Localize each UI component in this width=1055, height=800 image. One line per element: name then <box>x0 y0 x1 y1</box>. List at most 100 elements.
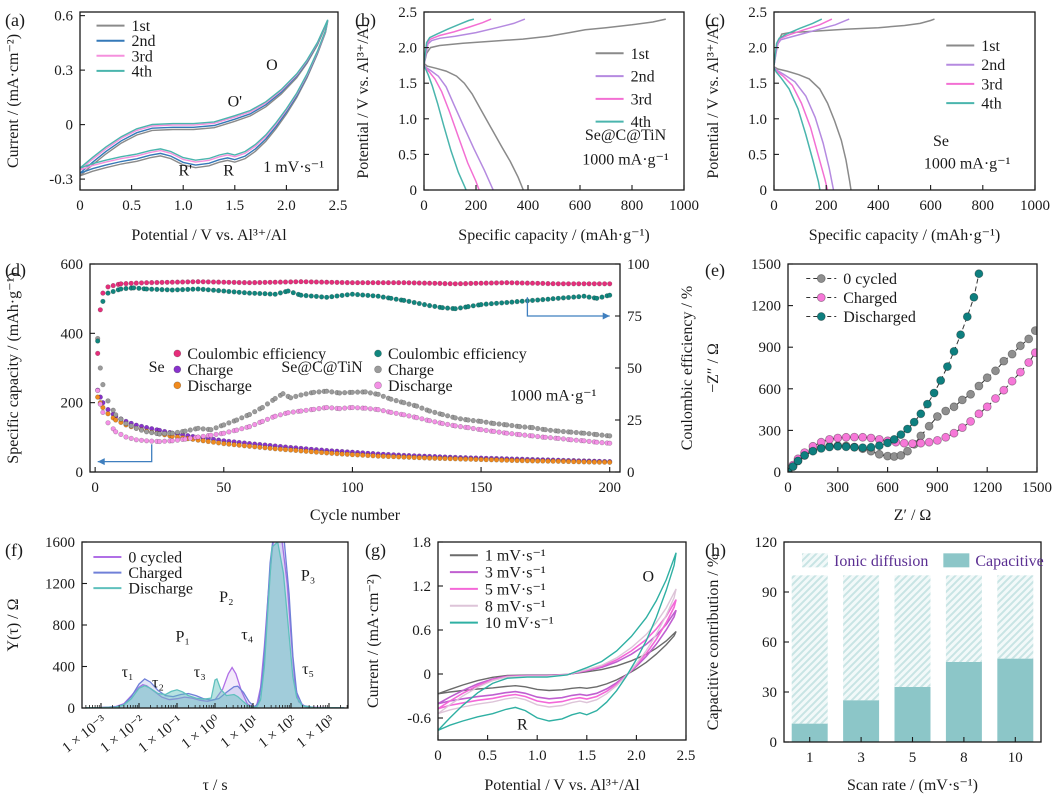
panel-g-cv-scanrates: 0 0.5 1.0 1.5 2.0 2.5 -0.6 0 0.6 1.2 1.8 Potential … <box>360 530 700 800</box>
y-tick-label: 0 <box>770 735 778 751</box>
y-tick-label: 1.0 <box>748 112 767 128</box>
panel-label: (e) <box>705 260 725 281</box>
x-tick-label: 1200 <box>972 480 1002 496</box>
legend-item-label: Capacitive <box>975 553 1043 570</box>
x-tick-label: 300 <box>827 480 850 496</box>
series-SeCTiN-discharge <box>95 387 613 446</box>
x-tick-label: 0 <box>76 198 84 214</box>
annotation-text: τ₅ <box>302 661 314 678</box>
panel-label: (f) <box>5 540 23 561</box>
panel-e-nyquist: 0 300 600 900 1200 1500 0 300 600 900 1200 1500 Z′ /… <box>700 250 1055 535</box>
y-tick-label: 60 <box>762 635 777 651</box>
legend-item-label: Discharge <box>128 581 193 598</box>
y-tick-label: 2.5 <box>398 5 417 21</box>
y-tick-label: 1200 <box>751 299 781 315</box>
series-5mV <box>438 599 677 710</box>
y-axis-label: Y(τ) / Ω <box>5 598 22 651</box>
panel-label: (g) <box>365 540 386 561</box>
y-axis-label: Potential / V vs. Al³⁺/Al <box>355 23 372 179</box>
legend-item-label: Discharge <box>187 378 252 395</box>
x-tick-label: 5 <box>909 750 917 766</box>
y-tick-label: 1.5 <box>748 76 767 92</box>
series-8mV <box>438 588 677 715</box>
series-0cycled <box>85 542 345 708</box>
plot-frame <box>423 11 685 191</box>
series-4th-discharge <box>774 67 821 190</box>
series-1st-discharge <box>774 66 852 190</box>
legend-item-label: Discharged <box>843 309 916 326</box>
y-tick-label: 0.3 <box>54 63 73 79</box>
panel-label: (a) <box>5 10 25 31</box>
series-1st <box>80 21 329 177</box>
chart-b: 0 200 400 600 800 1000 0 0.5 1.0 1.5 2.0 2.5 Specifi… <box>355 5 699 244</box>
series-charged <box>788 348 1037 472</box>
x-tick-label: 600 <box>919 198 942 214</box>
series-0cycled <box>788 326 1037 472</box>
legend-item-label: 8 mV·s⁻¹ <box>485 598 546 615</box>
x-tick-label: 50 <box>216 480 231 496</box>
series-3rd-discharge <box>424 64 480 190</box>
legend-item-label: 4th <box>631 114 651 131</box>
series-4th <box>80 19 329 169</box>
bar-diffusion-3 <box>843 575 880 701</box>
x-tick-label: 0 <box>770 198 778 214</box>
y-tick-label: 120 <box>755 535 778 551</box>
y-tick-label: 0.6 <box>54 9 73 25</box>
series-4th-discharge <box>424 65 467 190</box>
panel-c-gcd-se: 0 200 400 600 800 1000 0 0.5 1.0 1.5 2.0 2.5 Specifi… <box>700 0 1055 255</box>
legend-item-label: 2nd <box>981 57 1005 74</box>
y-tick-label: 0 <box>760 183 768 199</box>
x-tick-label: 100 <box>341 480 364 496</box>
annotation-text: Se <box>149 359 165 376</box>
x-tick-label: 2.0 <box>277 198 296 214</box>
panel-label: (b) <box>355 10 376 31</box>
legend-item-label: 1st <box>631 46 650 63</box>
annotation-text: Se <box>933 133 949 150</box>
y-tick-label: 600 <box>61 257 84 273</box>
x-tick-label: 150 <box>470 480 493 496</box>
y2-tick-label: 75 <box>627 309 642 325</box>
x-axis-label: Potential / V vs. Al³⁺/Al <box>484 777 640 794</box>
annotation-text: 1000 mA·g⁻¹ <box>510 388 597 405</box>
series-3rd-discharge <box>774 67 829 190</box>
y-tick-label: 900 <box>759 340 782 356</box>
y-tick-label: 30 <box>762 685 777 701</box>
y-tick-label: -0.3 <box>49 172 73 188</box>
y-axis-label: −Z″ / Ω <box>705 343 722 393</box>
panel-a-cv-curves: 0 0.5 1.0 1.5 2.0 2.5 -0.3 0 0.3 0.6 Potential / V… <box>0 0 350 255</box>
legend-item-label: Charged <box>128 565 182 582</box>
x-axis-label: Z′ / Ω <box>894 507 932 524</box>
plot-frame <box>787 263 1038 473</box>
legend-item-label: 4th <box>981 96 1001 113</box>
x-tick-label: 8 <box>960 750 968 766</box>
bar-diffusion-10 <box>997 575 1034 659</box>
y-tick-label: 1.2 <box>412 579 431 595</box>
series-contribution <box>791 575 1034 742</box>
y-tick-label: 1.8 <box>412 535 431 551</box>
plot-series <box>438 552 677 732</box>
legend-item-label: 3rd <box>981 76 1002 93</box>
bar-capacitive-5 <box>894 687 931 742</box>
y-tick-label: 2.0 <box>398 41 417 57</box>
legend-item-label: Ionic diffusion <box>834 553 928 570</box>
panel-label: (d) <box>5 260 26 281</box>
plot-frame <box>437 541 687 741</box>
x-tick-label: 0.5 <box>122 198 141 214</box>
series-fill-0cycled <box>85 542 345 708</box>
legend-item-label: 10 mV·s⁻¹ <box>485 615 554 632</box>
y-tick-label: 1600 <box>45 535 75 551</box>
x-tick-label: 1.0 <box>174 198 193 214</box>
annotation-text: τ₄ <box>241 627 253 644</box>
y-tick-label: 300 <box>759 423 782 439</box>
plot-series <box>788 269 1037 472</box>
series-2nd-discharge <box>424 64 494 190</box>
series-Se-CE <box>95 279 613 356</box>
x-tick-label: 1 × 10² <box>256 712 300 751</box>
annotation-text: R' <box>178 162 192 179</box>
annotation-text: R <box>517 717 528 734</box>
plot-frame <box>79 11 339 191</box>
series-3rd-charge <box>774 18 833 66</box>
series-2nd-discharge <box>774 66 835 190</box>
x-axis-label: τ / s <box>202 777 227 794</box>
